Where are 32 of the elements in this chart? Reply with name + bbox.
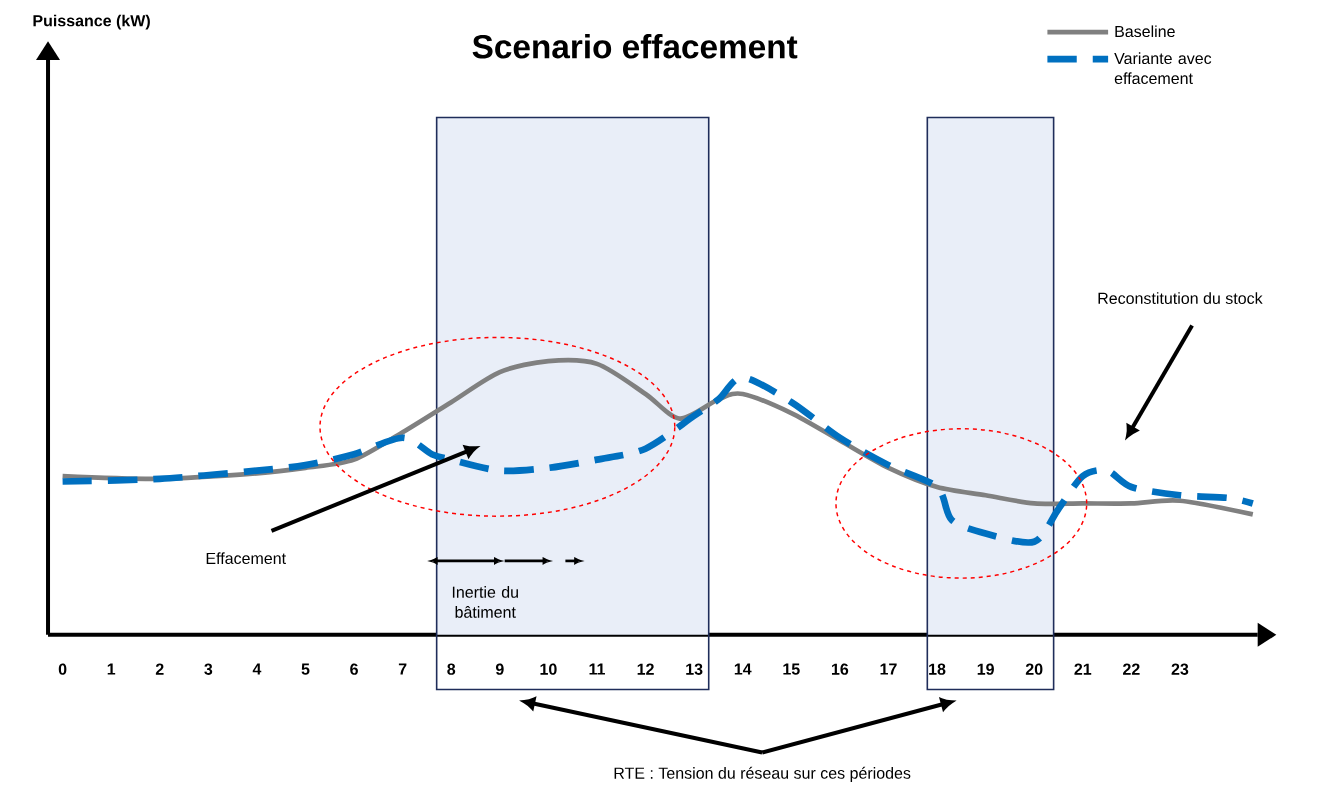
legend-label: Variante avec effacement xyxy=(1114,52,1212,85)
x-tick-label: 4 xyxy=(252,663,262,675)
x-tick-label: 12 xyxy=(637,663,654,675)
text: Puissance (kW) xyxy=(33,14,150,30)
chart-title: Scenario effacement xyxy=(472,34,798,59)
x-tick-label: 11 xyxy=(589,663,605,675)
x-tick-label: 19 xyxy=(977,663,994,675)
annotation: Inertie du bâtiment xyxy=(452,586,518,618)
x-tick-label: 23 xyxy=(1171,663,1189,675)
text: RTE : Tension du réseau sur ces périodes xyxy=(614,766,911,783)
x-tick-label: 2 xyxy=(155,663,164,675)
x-tick-label: 22 xyxy=(1123,663,1140,675)
x-tick-label: 7 xyxy=(398,663,407,675)
x-tick-label: 6 xyxy=(350,663,358,675)
x-tick-label: 14 xyxy=(734,663,752,675)
text: Reconstitution du stock xyxy=(1098,292,1263,305)
x-tick-label: 21 xyxy=(1074,663,1092,675)
x-tick-label: 20 xyxy=(1025,663,1043,675)
x-tick-label: 18 xyxy=(929,663,946,675)
x-tick-label: 15 xyxy=(783,663,800,675)
x-tick-label: 17 xyxy=(880,663,897,675)
legend-label: Baseline xyxy=(1115,25,1175,38)
x-tick-label: 10 xyxy=(540,663,557,675)
x-tick-label: 13 xyxy=(686,663,703,675)
x-tick-label: 1 xyxy=(107,663,116,675)
annotation: Effacement xyxy=(206,552,286,565)
x-tick-label: 16 xyxy=(831,663,849,675)
x-tick-label: 0 xyxy=(58,663,67,675)
x-tick-label: 3 xyxy=(204,663,213,675)
x-tick-label: 5 xyxy=(301,663,310,675)
x-tick-label: 8 xyxy=(447,663,456,675)
x-tick-label: 9 xyxy=(495,663,504,675)
